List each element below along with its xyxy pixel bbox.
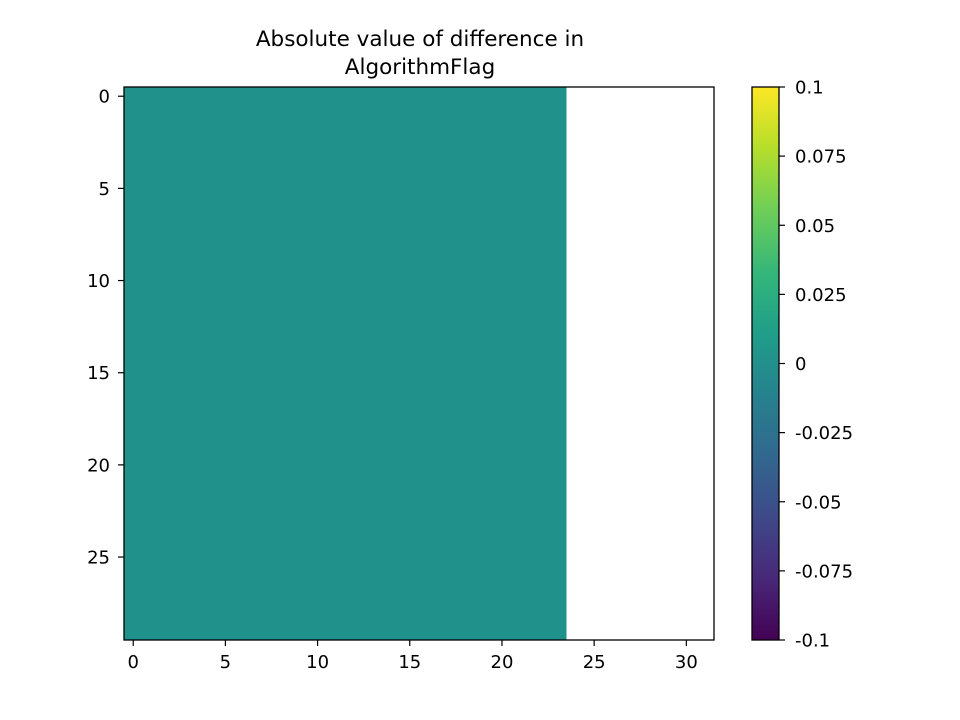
colorbar-tick-label-0.025: 0.025 <box>795 285 847 306</box>
x-tick-label-25: 25 <box>583 652 606 673</box>
x-tick-label-5: 5 <box>220 652 231 673</box>
colorbar-tick-label--0.025: -0.025 <box>795 423 853 444</box>
y-tick-label-10: 10 <box>87 271 110 292</box>
heatmap-cell-block-0 <box>124 87 567 640</box>
colorbar-tick-label-0.075: 0.075 <box>795 147 847 168</box>
chart-title-line-2: AlgorithmFlag <box>345 55 495 80</box>
x-tick-label-30: 30 <box>675 652 698 673</box>
y-tick-label-25: 25 <box>87 548 110 569</box>
colorbar-tick-label-0.05: 0.05 <box>795 216 835 237</box>
chart-title-line-1: Absolute value of difference in <box>256 27 584 52</box>
colorbar: 0.1 0.075 0.05 0.025 0 -0.025 -0.05 -0.075 -0.1 <box>751 78 853 652</box>
colorbar-tick-label--0.05: -0.05 <box>795 492 842 513</box>
colorbar-gradient <box>752 87 779 640</box>
y-tick-label-20: 20 <box>87 455 110 476</box>
x-tick-label-15: 15 <box>398 652 421 673</box>
plot-area <box>123 86 715 641</box>
colorbar-tick-label-0.1: 0.1 <box>795 78 824 99</box>
x-tick-label-0: 0 <box>127 652 138 673</box>
x-tick-label-10: 10 <box>306 652 329 673</box>
colorbar-tick-label--0.075: -0.075 <box>795 561 853 582</box>
chart-title: Absolute value of difference in Algorith… <box>256 27 584 80</box>
y-tick-label-5: 5 <box>99 179 110 200</box>
x-tick-label-20: 20 <box>491 652 514 673</box>
x-axis: 0 5 10 15 20 25 30 <box>127 640 698 673</box>
colorbar-tick-label-0: 0 <box>795 354 806 375</box>
colorbar-tick-label--0.1: -0.1 <box>795 631 830 652</box>
y-tick-label-0: 0 <box>99 87 110 108</box>
plot-frame <box>123 86 715 641</box>
y-axis: 0 5 10 15 20 25 <box>87 87 124 569</box>
y-tick-label-15: 15 <box>87 363 110 384</box>
